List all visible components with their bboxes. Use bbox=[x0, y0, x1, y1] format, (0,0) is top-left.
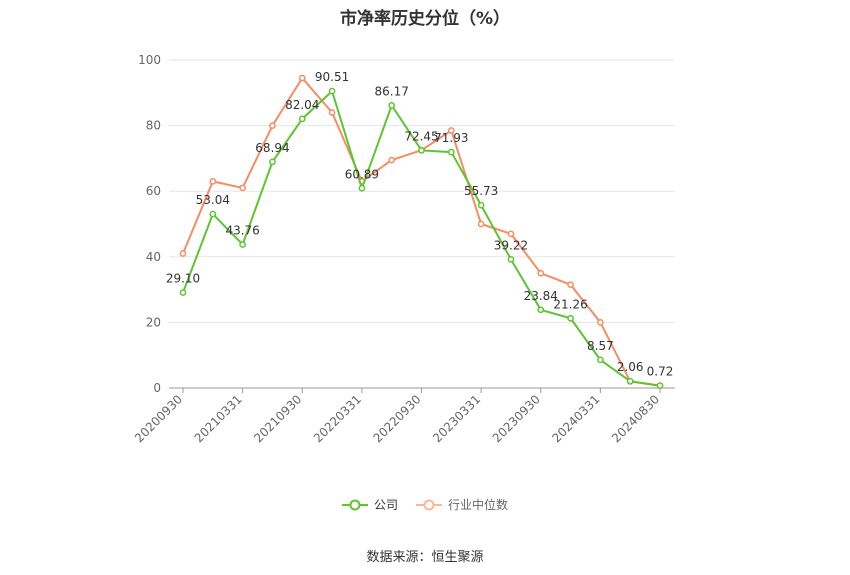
data-point-0 bbox=[597, 356, 604, 364]
data-point-0 bbox=[656, 382, 664, 389]
data-point-1 bbox=[179, 250, 187, 257]
data-label: 68.94 bbox=[255, 141, 289, 155]
data-label: 0.72 bbox=[647, 365, 674, 379]
data-point-0 bbox=[358, 184, 366, 192]
data-label: 43.76 bbox=[225, 223, 259, 237]
data-point-1 bbox=[269, 122, 276, 129]
data-point-0 bbox=[179, 289, 187, 296]
data-label: 55.73 bbox=[464, 184, 498, 198]
x-tick-label: 20200930 bbox=[132, 392, 185, 445]
data-label: 71.93 bbox=[434, 131, 468, 145]
data-point-0 bbox=[298, 115, 306, 123]
legend-label-company: 公司 bbox=[373, 498, 398, 512]
data-point-1 bbox=[388, 156, 396, 164]
data-label: 21.26 bbox=[553, 297, 587, 311]
legend-marker-company-icon bbox=[341, 499, 368, 510]
data-label: 23.84 bbox=[524, 289, 558, 303]
y-tick-label: 40 bbox=[146, 250, 161, 264]
data-point-1 bbox=[597, 319, 604, 326]
data-point-1 bbox=[239, 184, 246, 192]
x-tick-label: 20240830 bbox=[609, 392, 662, 445]
data-point-0 bbox=[477, 201, 485, 209]
source-note: 数据来源：恒生聚源 bbox=[366, 550, 484, 565]
y-tick-label: 20 bbox=[146, 315, 161, 329]
data-point-1 bbox=[447, 127, 455, 134]
data-point-1 bbox=[507, 230, 515, 238]
data-label: 53.04 bbox=[196, 193, 230, 207]
x-tick-label: 20230930 bbox=[490, 392, 543, 445]
data-label: 60.89 bbox=[345, 167, 379, 181]
y-tick-label: 100 bbox=[138, 53, 161, 67]
data-label: 2.06 bbox=[617, 360, 644, 374]
x-tick-label: 20210331 bbox=[192, 392, 245, 445]
data-label: 86.17 bbox=[375, 84, 409, 98]
x-tick-label: 20220331 bbox=[311, 392, 364, 445]
series-lines bbox=[179, 74, 664, 390]
data-point-1 bbox=[567, 281, 574, 289]
y-tick-label: 60 bbox=[146, 184, 161, 198]
data-point-0 bbox=[418, 147, 425, 154]
data-label: 90.51 bbox=[315, 70, 349, 84]
legend-item-industry-median[interactable]: 行业中位数 bbox=[416, 496, 508, 513]
legend-marker-industry-icon bbox=[416, 499, 442, 510]
data-label: 39.22 bbox=[494, 238, 528, 252]
y-tick-label: 80 bbox=[146, 119, 161, 133]
data-label: 8.57 bbox=[587, 339, 614, 353]
x-tick-label: 20220930 bbox=[371, 392, 424, 445]
data-point-1 bbox=[537, 269, 545, 277]
data-point-0 bbox=[209, 210, 217, 218]
chart-title: 市净率历史分位（%） bbox=[339, 9, 511, 29]
data-point-0 bbox=[269, 158, 276, 166]
data-labels: 29.10 53.04 43.76 68.94 82.04 90.51 60.89 86.17… bbox=[166, 70, 674, 379]
x-tick-label: 20230331 bbox=[430, 392, 483, 445]
data-point-0 bbox=[447, 148, 455, 156]
data-point-1 bbox=[209, 178, 217, 185]
data-point-0 bbox=[507, 256, 515, 263]
data-point-0 bbox=[328, 87, 336, 95]
data-label: 82.04 bbox=[285, 98, 319, 112]
x-tick-label: 20240331 bbox=[549, 392, 602, 445]
data-point-1 bbox=[477, 220, 485, 228]
data-point-0 bbox=[567, 314, 574, 322]
data-label: 72.45 bbox=[404, 129, 438, 143]
data-point-0 bbox=[537, 306, 545, 314]
data-point-0 bbox=[626, 377, 634, 385]
legend: 公司 行业中位数 bbox=[0, 496, 850, 513]
data-label: 29.10 bbox=[166, 272, 200, 286]
y-tick-label: 0 bbox=[153, 381, 161, 395]
legend-label-industry-median: 行业中位数 bbox=[448, 498, 509, 512]
data-point-0 bbox=[239, 241, 246, 248]
legend-item-company[interactable]: 公司 bbox=[341, 496, 398, 513]
data-point-0 bbox=[388, 102, 396, 109]
data-point-1 bbox=[298, 74, 306, 82]
data-point-1 bbox=[328, 109, 336, 116]
x-tick-label: 20210930 bbox=[251, 392, 304, 445]
